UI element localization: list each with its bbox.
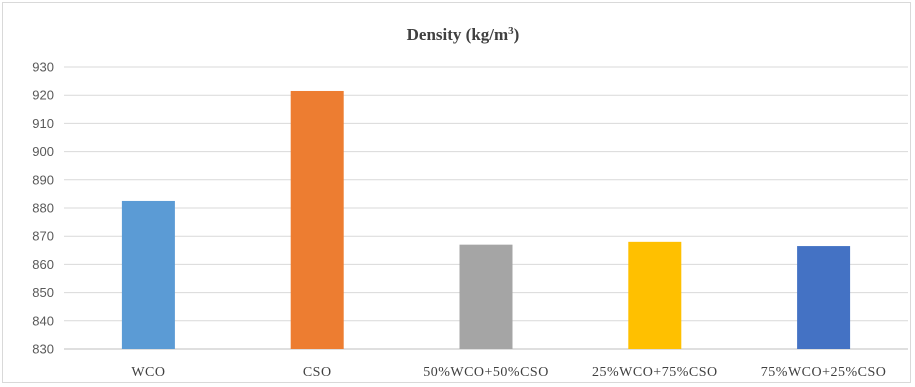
x-category-label: CSO — [303, 365, 332, 380]
y-tick-label: 840 — [32, 313, 54, 328]
y-tick-label: 920 — [32, 88, 54, 103]
x-category-label: 75%WCO+25%CSO — [761, 365, 887, 380]
x-axis-categories: WCO CSO 50%WCO+50%CSO 25%WCO+75%CSO 75%WCO+2… — [131, 365, 886, 380]
y-tick-label: 830 — [32, 342, 54, 357]
y-axis-ticks: 830 840 850 860 870 880 890 900 910 920 930 — [32, 60, 54, 357]
y-tick-label: 930 — [32, 60, 54, 75]
density-bar-chart: Density (kg/m3) 830 840 850 860 870 880 890 900… — [3, 3, 912, 384]
y-tick-label: 880 — [32, 201, 54, 216]
y-tick-label: 860 — [32, 257, 54, 272]
chart-frame: Density (kg/m3) 830 840 850 860 870 880 890 900… — [2, 2, 911, 383]
chart-title-suffix: ) — [514, 25, 520, 44]
y-tick-label: 900 — [32, 144, 54, 159]
bars — [122, 91, 850, 349]
bar-75-wco-25-cso — [797, 246, 850, 349]
y-tick-label: 870 — [32, 229, 54, 244]
x-category-label: 25%WCO+75%CSO — [592, 365, 718, 380]
x-category-label: WCO — [131, 365, 165, 380]
chart-title-main: Density (kg/m — [407, 25, 509, 44]
bar-50-wco-50-cso — [460, 245, 513, 349]
y-tick-label: 910 — [32, 116, 54, 131]
y-tick-label: 850 — [32, 285, 54, 300]
bar-25-wco-75-cso — [628, 242, 681, 349]
x-category-label: 50%WCO+50%CSO — [423, 365, 549, 380]
bar-wco — [122, 201, 175, 349]
bar-cso — [291, 91, 344, 349]
y-tick-label: 890 — [32, 172, 54, 187]
chart-title: Density (kg/m3) — [407, 25, 520, 44]
